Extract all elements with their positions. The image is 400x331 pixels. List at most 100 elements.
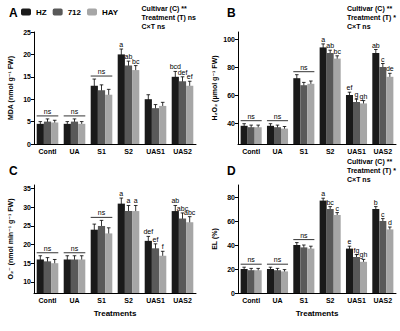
svg-text:ns: ns <box>71 245 79 252</box>
svg-text:b: b <box>374 199 378 206</box>
svg-text:C×T ns: C×T ns <box>142 23 166 30</box>
svg-text:ns: ns <box>98 209 106 216</box>
svg-text:20: 20 <box>23 51 31 58</box>
svg-text:Cultivar (C) **: Cultivar (C) ** <box>347 158 392 166</box>
svg-text:Contl: Contl <box>39 148 57 155</box>
svg-text:UA: UA <box>69 297 79 304</box>
svg-text:C×T ns: C×T ns <box>347 23 371 30</box>
svg-text:H₂O₂ (μmol g⁻¹ FW): H₂O₂ (μmol g⁻¹ FW) <box>211 55 219 120</box>
svg-text:a: a <box>119 41 123 48</box>
svg-text:ns: ns <box>247 256 255 263</box>
svg-text:e: e <box>348 238 352 245</box>
svg-text:25: 25 <box>23 222 31 229</box>
svg-text:def: def <box>143 228 153 235</box>
svg-text:bc: bc <box>326 199 334 206</box>
svg-text:D: D <box>227 164 236 178</box>
svg-text:Contl: Contl <box>39 297 57 304</box>
svg-text:c: c <box>381 56 385 63</box>
svg-text:ef: ef <box>347 84 353 91</box>
svg-text:HAY: HAY <box>102 8 119 17</box>
svg-text:de: de <box>386 65 394 72</box>
svg-text:MDA (nmol g⁻¹ FW): MDA (nmol g⁻¹ FW) <box>7 56 15 120</box>
svg-text:a: a <box>321 36 325 43</box>
svg-text:UAS2: UAS2 <box>373 297 392 304</box>
svg-text:ns: ns <box>71 108 79 115</box>
svg-text:15: 15 <box>23 73 31 80</box>
svg-text:5: 5 <box>27 118 31 125</box>
svg-text:ns: ns <box>300 64 308 71</box>
svg-text:UAS1: UAS1 <box>347 148 366 155</box>
svg-text:S2: S2 <box>124 297 133 304</box>
svg-text:bc: bc <box>333 48 341 55</box>
svg-text:UA: UA <box>272 148 282 155</box>
svg-text:712: 712 <box>68 8 82 17</box>
svg-text:UAS1: UAS1 <box>146 148 165 155</box>
svg-text:ns: ns <box>44 108 52 115</box>
svg-text:A: A <box>9 6 18 20</box>
svg-text:UAS1: UAS1 <box>347 297 366 304</box>
svg-text:60: 60 <box>227 92 235 99</box>
svg-text:Treatments: Treatments <box>94 309 137 318</box>
svg-text:10: 10 <box>23 96 31 103</box>
svg-text:S1: S1 <box>300 297 309 304</box>
svg-text:Cultivar (C) **: Cultivar (C) ** <box>347 5 392 13</box>
svg-text:80: 80 <box>227 194 235 201</box>
svg-text:ns: ns <box>274 113 282 120</box>
svg-text:S1: S1 <box>300 148 309 155</box>
svg-text:Treatment (T) *: Treatment (T) * <box>347 167 396 175</box>
svg-text:gh: gh <box>360 93 368 101</box>
svg-text:a: a <box>321 190 325 197</box>
svg-text:c: c <box>335 205 339 212</box>
svg-text:O₂⁻ (nmol min⁻¹ g⁻¹ FW): O₂⁻ (nmol min⁻¹ g⁻¹ FW) <box>7 198 15 279</box>
svg-text:S2: S2 <box>124 148 133 155</box>
svg-text:30: 30 <box>23 204 31 211</box>
svg-text:ns: ns <box>300 232 308 239</box>
svg-text:ns: ns <box>274 256 282 263</box>
svg-text:ab: ab <box>171 197 179 204</box>
svg-text:c: c <box>381 211 385 218</box>
svg-text:100: 100 <box>223 36 235 43</box>
svg-text:g: g <box>355 91 359 99</box>
svg-text:Treatment (T) ns: Treatment (T) ns <box>142 14 197 22</box>
svg-text:UAS1: UAS1 <box>146 297 165 304</box>
svg-text:Contl: Contl <box>242 297 260 304</box>
svg-text:UAS2: UAS2 <box>173 297 192 304</box>
svg-text:ef: ef <box>187 73 193 80</box>
svg-text:0: 0 <box>231 290 235 297</box>
svg-text:a: a <box>134 197 138 204</box>
svg-text:S1: S1 <box>97 297 106 304</box>
svg-text:20: 20 <box>23 241 31 248</box>
svg-text:f: f <box>162 243 164 250</box>
svg-text:35: 35 <box>23 185 31 192</box>
svg-text:S1: S1 <box>97 148 106 155</box>
svg-text:Cultivar (C) **: Cultivar (C) ** <box>142 5 187 13</box>
svg-text:ef: ef <box>153 236 159 243</box>
svg-text:gh: gh <box>360 251 368 259</box>
svg-text:Contl: Contl <box>242 148 260 155</box>
svg-text:10: 10 <box>23 278 31 285</box>
svg-text:UA: UA <box>69 148 79 155</box>
svg-text:25: 25 <box>23 29 31 36</box>
svg-text:C: C <box>9 164 18 178</box>
svg-text:60: 60 <box>227 218 235 225</box>
svg-text:0: 0 <box>27 141 31 148</box>
svg-text:ab: ab <box>372 42 380 49</box>
svg-text:40: 40 <box>227 242 235 249</box>
svg-text:ns: ns <box>98 68 106 75</box>
svg-text:HZ: HZ <box>36 8 47 17</box>
svg-text:Treatment (T) *: Treatment (T) * <box>347 14 396 22</box>
svg-text:a: a <box>119 190 123 197</box>
svg-text:bc: bc <box>132 58 140 65</box>
svg-text:ns: ns <box>247 113 255 120</box>
svg-text:S2: S2 <box>326 148 335 155</box>
svg-text:Treatments: Treatments <box>296 309 339 318</box>
svg-text:40: 40 <box>227 120 235 127</box>
svg-text:S2: S2 <box>326 297 335 304</box>
svg-text:20: 20 <box>227 266 235 273</box>
svg-text:C×T ns: C×T ns <box>347 176 371 183</box>
svg-text:abc: abc <box>184 209 196 216</box>
svg-text:80: 80 <box>227 64 235 71</box>
svg-text:d: d <box>388 219 392 226</box>
svg-text:ns: ns <box>44 245 52 252</box>
svg-text:a: a <box>127 197 131 204</box>
